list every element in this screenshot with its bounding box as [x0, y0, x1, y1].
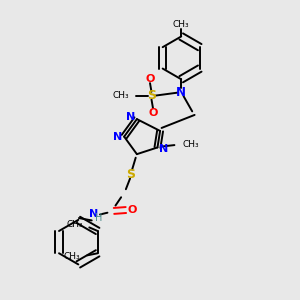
Text: H: H [95, 213, 102, 223]
Text: O: O [148, 108, 158, 118]
Text: N: N [126, 112, 135, 122]
Text: CH₃: CH₃ [173, 20, 190, 29]
Text: CH₃: CH₃ [66, 220, 83, 229]
Text: N: N [159, 144, 168, 154]
Text: S: S [126, 168, 135, 181]
Text: CH₃: CH₃ [183, 140, 200, 149]
Text: O: O [145, 74, 155, 84]
Text: N: N [176, 86, 186, 99]
Text: N: N [113, 132, 122, 142]
Text: CH₃: CH₃ [63, 252, 80, 261]
Text: N: N [88, 209, 98, 219]
Text: CH₃: CH₃ [112, 91, 129, 100]
Text: S: S [147, 89, 156, 102]
Text: O: O [128, 205, 137, 215]
